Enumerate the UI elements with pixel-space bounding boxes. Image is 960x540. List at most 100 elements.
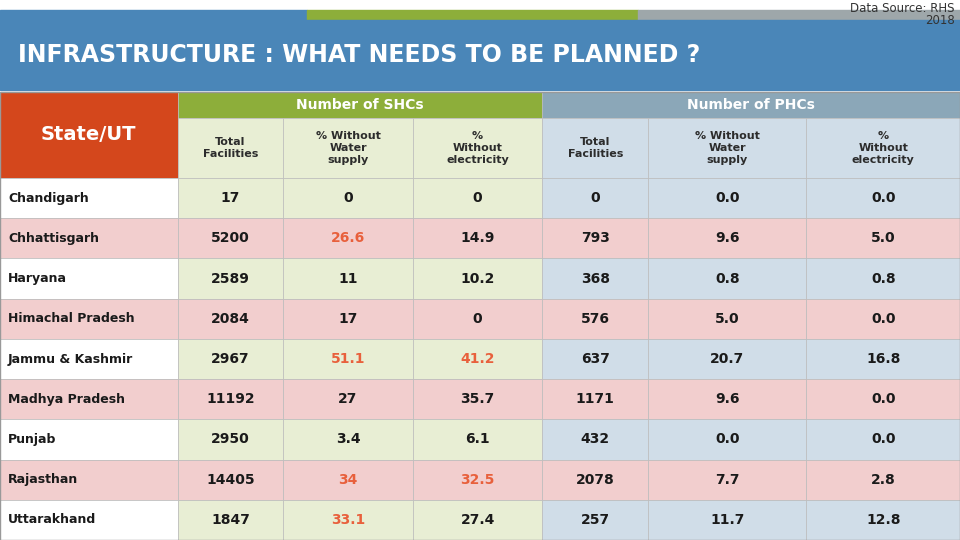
Text: 51.1: 51.1 [331,352,365,366]
Text: Chhattisgarh: Chhattisgarh [8,232,99,245]
Text: 0: 0 [472,312,483,326]
Text: Himachal Pradesh: Himachal Pradesh [8,312,134,325]
Bar [283,259,413,299]
Text: 32.5: 32.5 [461,472,494,487]
Bar [542,500,648,540]
Text: 41.2: 41.2 [461,352,494,366]
Bar [283,118,413,178]
Bar [806,420,960,460]
Text: 17: 17 [221,191,240,205]
Text: 2950: 2950 [211,433,250,447]
Text: 17: 17 [338,312,358,326]
Bar [648,218,806,259]
Bar [413,118,542,178]
Text: 6.1: 6.1 [466,433,490,447]
Bar [178,500,283,540]
Bar [542,420,648,460]
Text: 0.0: 0.0 [871,433,896,447]
Bar [413,259,542,299]
Bar [648,118,806,178]
Bar [806,259,960,299]
Text: 27.4: 27.4 [461,513,494,527]
Bar [178,178,283,218]
Text: 12.8: 12.8 [866,513,900,527]
Text: 0.0: 0.0 [871,312,896,326]
Text: Number of SHCs: Number of SHCs [297,98,423,112]
Text: 2078: 2078 [576,472,614,487]
Bar [806,178,960,218]
Bar [648,178,806,218]
Text: Haryana: Haryana [8,272,67,285]
Text: 0.0: 0.0 [715,433,739,447]
Text: Number of PHCs: Number of PHCs [687,98,815,112]
Text: 10.2: 10.2 [461,272,494,286]
Text: 5.0: 5.0 [871,231,896,245]
Bar [0,460,178,500]
Text: 637: 637 [581,352,610,366]
Text: 432: 432 [581,433,610,447]
Bar [0,20,960,90]
Text: %
Without
electricity: % Without electricity [852,131,915,165]
Text: %
Without
electricity: % Without electricity [446,131,509,165]
Bar [806,339,960,379]
Bar [806,460,960,500]
Bar [178,420,283,460]
Bar [0,379,178,420]
Bar [0,259,178,299]
Text: Rajasthan: Rajasthan [8,473,79,486]
Bar [283,500,413,540]
Text: 793: 793 [581,231,610,245]
Text: 9.6: 9.6 [715,231,739,245]
Bar [542,92,960,118]
Text: Total
Facilities: Total Facilities [203,137,258,159]
Text: Madhya Pradesh: Madhya Pradesh [8,393,125,406]
Text: % Without
Water
supply: % Without Water supply [695,131,759,165]
Bar [0,92,178,178]
Bar [283,218,413,259]
Bar [806,299,960,339]
Bar [648,259,806,299]
Text: 0: 0 [343,191,353,205]
Text: 368: 368 [581,272,610,286]
Text: 1847: 1847 [211,513,250,527]
Bar [0,500,178,540]
Bar [0,10,307,20]
Text: 576: 576 [581,312,610,326]
Text: 3.4: 3.4 [336,433,360,447]
Bar [283,420,413,460]
Text: 11.7: 11.7 [710,513,744,527]
Text: 11192: 11192 [206,392,254,406]
Bar [283,339,413,379]
Bar [283,178,413,218]
Bar [178,299,283,339]
Bar [806,218,960,259]
Bar [413,420,542,460]
Text: 2018: 2018 [925,14,955,27]
Text: 2084: 2084 [211,312,250,326]
Bar [648,420,806,460]
Bar [413,500,542,540]
Text: 1171: 1171 [576,392,614,406]
Bar [0,218,178,259]
Bar [413,299,542,339]
Bar [178,339,283,379]
Text: 2967: 2967 [211,352,250,366]
Bar [178,92,542,118]
Text: Uttarakhand: Uttarakhand [8,514,96,526]
Text: 0.0: 0.0 [715,191,739,205]
Bar [178,379,283,420]
Bar [806,500,960,540]
Text: Total
Facilities: Total Facilities [567,137,623,159]
Bar [0,339,178,379]
Text: 35.7: 35.7 [461,392,494,406]
Bar [638,10,960,20]
Bar [178,259,283,299]
Bar [283,379,413,420]
Bar [0,178,178,218]
Bar [648,460,806,500]
Bar [648,379,806,420]
Bar [283,299,413,339]
Text: 5200: 5200 [211,231,250,245]
Bar [0,420,178,460]
Text: 33.1: 33.1 [331,513,365,527]
